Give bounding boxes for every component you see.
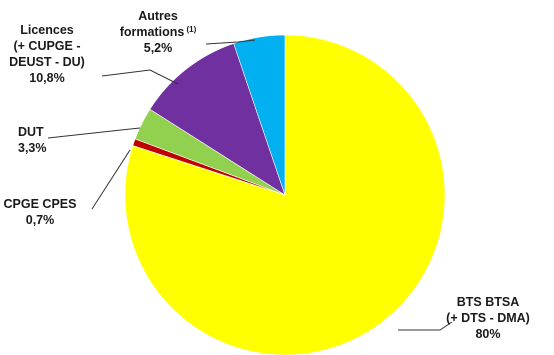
slice-label-bts: (+ DTS - DMA) xyxy=(446,311,530,325)
slice-label-licences: (+ CUPGE - xyxy=(13,39,80,53)
slice-label-dut: DUT xyxy=(18,125,44,139)
slice-label-bts: BTS BTSA xyxy=(457,295,520,309)
slice-labels: BTS BTSA (+ DTS - DMA) 80% CPGE CPES 0,7% DUT… xyxy=(4,9,530,341)
leader-line-licences xyxy=(101,69,179,85)
slice-label-footnote-autres: (1) xyxy=(184,25,196,34)
leader-lines xyxy=(47,39,453,331)
slice-label-autres: Autres xyxy=(138,9,178,23)
leader-line-bts xyxy=(398,321,453,331)
pie-slices xyxy=(124,34,446,355)
slice-value-licences: 10,8% xyxy=(29,71,64,85)
slice-label-licences: DEUST - DU) xyxy=(9,55,85,69)
slice-value-cpge: 0,7% xyxy=(26,213,55,227)
pie-slice-licences xyxy=(149,43,286,196)
slice-value-bts: 80% xyxy=(475,327,500,341)
slice-label-cpge: CPGE CPES xyxy=(4,197,77,211)
leader-line-autres xyxy=(205,39,256,45)
slice-value-dut: 3,3% xyxy=(18,141,47,155)
slice-value-autres: 5,2% xyxy=(144,41,173,55)
pie-slice-autres xyxy=(233,34,286,196)
slice-label-licences: Licences xyxy=(20,23,74,37)
leader-line-cpge xyxy=(91,149,131,210)
leader-line-dut xyxy=(47,127,141,139)
slice-label-autres: formations (1) xyxy=(120,25,197,39)
